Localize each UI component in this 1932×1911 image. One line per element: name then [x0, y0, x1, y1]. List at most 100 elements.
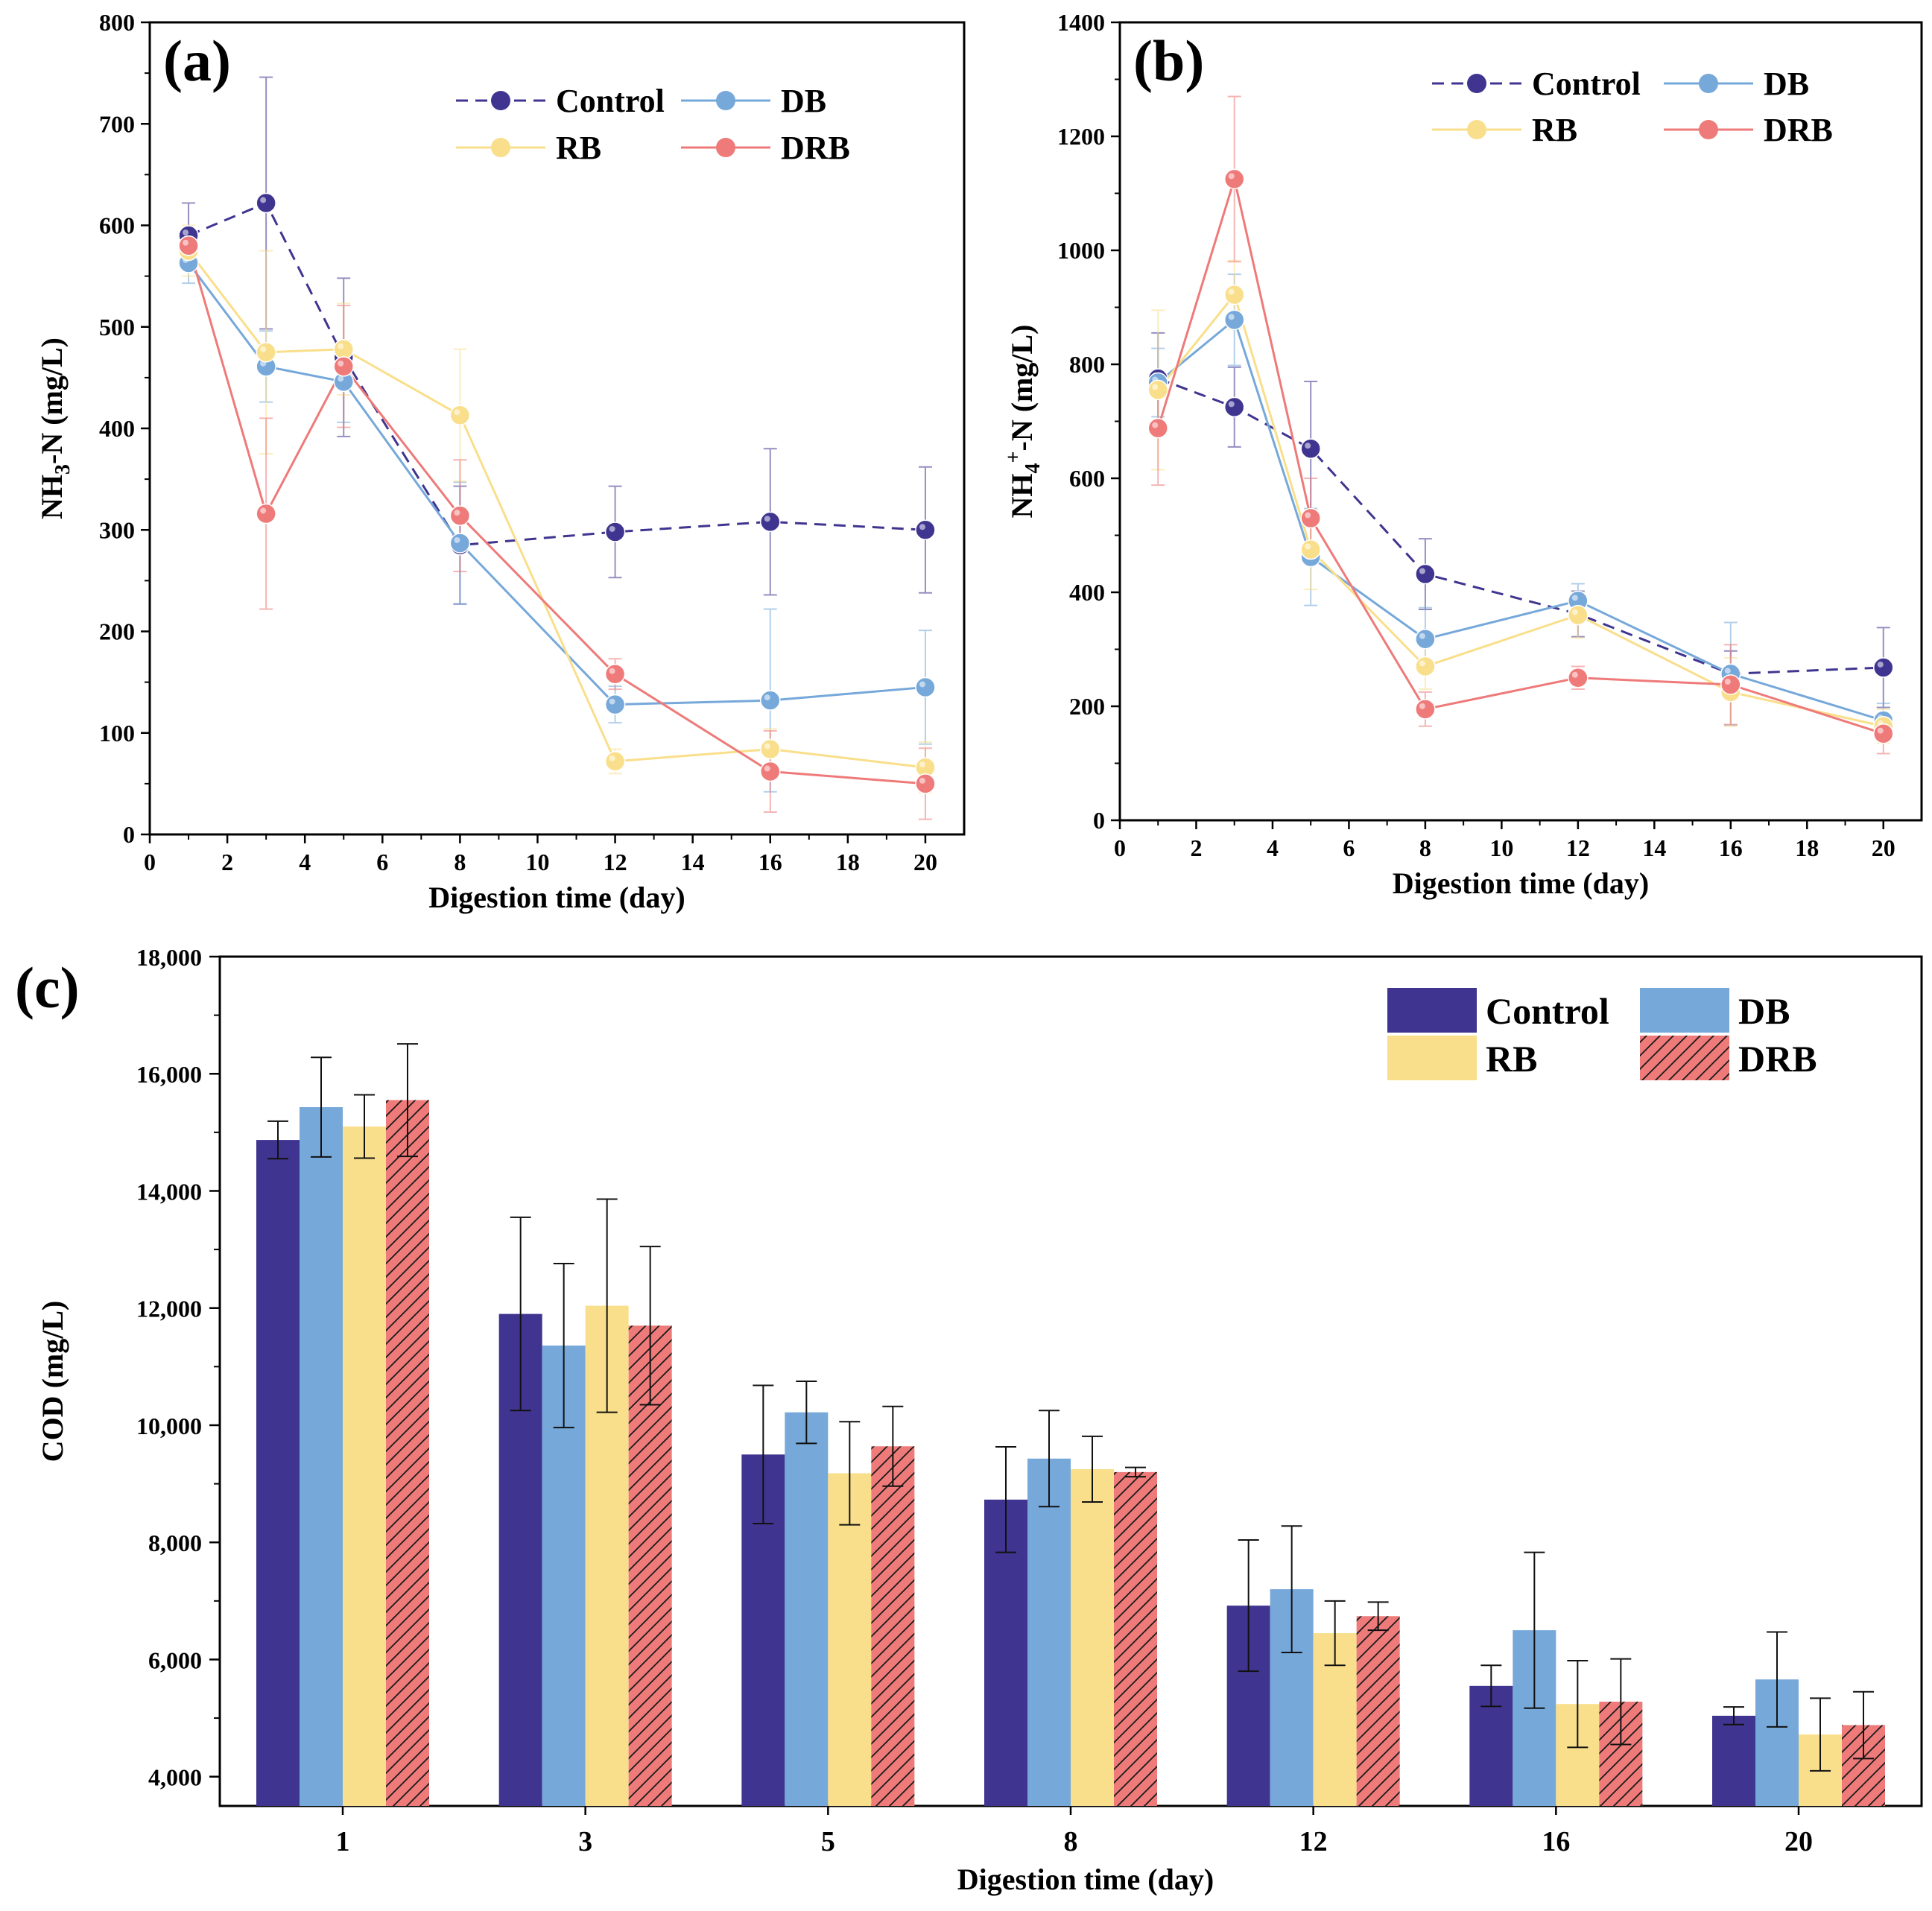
data-point-drb — [333, 356, 354, 377]
data-point-control — [1223, 396, 1245, 418]
data-point-highlight — [1571, 609, 1578, 615]
x-axis-title: Digestion time (day) — [1393, 866, 1649, 900]
legend-label-control: Control — [1486, 990, 1609, 1032]
x-tick-label: 0 — [144, 849, 156, 875]
legend-marker-drb — [716, 138, 735, 157]
legend-label-rb: RB — [556, 130, 601, 166]
data-point-highlight — [1724, 668, 1731, 674]
data-point-control — [604, 522, 626, 542]
data-point-rb — [1568, 604, 1589, 626]
data-point-drb — [760, 761, 781, 782]
y-tick-label: 12,000 — [136, 1296, 202, 1322]
x-tick-label: 2 — [221, 849, 233, 875]
y-tick-label: 600 — [1069, 465, 1105, 492]
data-point-drb — [1415, 699, 1436, 720]
y-tick-label: 800 — [99, 9, 135, 36]
x-tick-label: 14 — [681, 849, 705, 875]
legend-label-rb: RB — [1532, 112, 1577, 148]
legend-swatch-rb — [1387, 1036, 1477, 1080]
legend-swatch-db — [1640, 988, 1729, 1033]
panel-b-nh4-chart: 0 2 4 6 8 10 12 14 16 18 2002004006008001000120014… — [1002, 9, 1923, 900]
panel-c-cod-chart: 4,000 6,000 8,000 10,000 12,000 14,000 16,000 1… — [15, 944, 1923, 1896]
x-tick-label: 3 — [578, 1826, 592, 1857]
x-tick-label: 12 — [1299, 1826, 1328, 1857]
data-point-highlight — [338, 343, 344, 349]
data-point-rb — [1147, 379, 1168, 401]
y-tick-label: 18,000 — [136, 944, 202, 971]
bar-rb — [343, 1126, 386, 1806]
data-point-highlight — [1419, 660, 1425, 667]
x-tick-label: 18 — [836, 849, 860, 875]
data-point-rb — [1415, 656, 1436, 677]
y-axis-title-part: -N (mg/L) — [1005, 325, 1039, 451]
data-point-highlight — [183, 229, 189, 236]
series-line-control — [188, 201, 926, 547]
data-point-highlight — [1228, 173, 1235, 180]
legend-label-db: DB — [1738, 990, 1790, 1032]
y-axis-title: NH4+-N (mg/L) — [1002, 325, 1045, 519]
data-point-highlight — [609, 698, 615, 705]
data-point-drb — [915, 773, 936, 794]
data-point-highlight — [1152, 422, 1159, 428]
y-tick-label: 4,000 — [148, 1764, 202, 1791]
y-axis-title-part: 3 — [51, 464, 75, 475]
y-tick-label: 500 — [99, 314, 135, 340]
legend-marker-control — [491, 91, 510, 110]
y-axis-title: COD (mg/L) — [36, 1301, 69, 1462]
x-tick-label: 6 — [1343, 834, 1355, 861]
x-axis-title: Digestion time (day) — [428, 881, 685, 914]
x-tick-label: 2 — [1190, 834, 1202, 861]
y-tick-label: 1400 — [1057, 9, 1105, 36]
legend-marker-rb — [491, 138, 510, 157]
data-point-db — [760, 690, 781, 711]
data-point-highlight — [1419, 633, 1425, 639]
bar-control — [256, 1140, 300, 1806]
series-line-drb — [187, 245, 926, 785]
data-point-highlight — [1419, 568, 1425, 574]
data-point-highlight — [609, 755, 615, 761]
x-tick-label: 8 — [1064, 1826, 1078, 1857]
bar-drb — [628, 1325, 672, 1806]
y-axis-title-part: NH — [35, 475, 69, 519]
data-point-control — [760, 511, 781, 533]
x-tick-label: 4 — [299, 849, 311, 875]
data-point-control — [1873, 657, 1894, 678]
x-tick-label: 0 — [1114, 834, 1126, 861]
y-axis-title-part: -N (mg/L) — [35, 337, 69, 464]
x-tick-label: 6 — [376, 849, 388, 875]
data-point-drb — [178, 235, 199, 256]
y-axis-title-part: 4 — [1022, 463, 1045, 473]
series-line-rb — [187, 250, 926, 769]
x-tick-label: 10 — [1489, 834, 1513, 861]
data-point-highlight — [1305, 543, 1311, 550]
bar-drb — [1356, 1616, 1400, 1806]
data-point-rb — [604, 751, 626, 772]
data-point-highlight — [1571, 595, 1578, 601]
data-point-highlight — [609, 525, 615, 532]
data-point-highlight — [919, 777, 925, 784]
legend-label-db: DB — [1764, 66, 1809, 102]
y-tick-label: 400 — [99, 415, 135, 442]
x-tick-label: 1 — [336, 1826, 350, 1857]
x-tick-label: 20 — [1872, 834, 1895, 861]
x-axis-title: Digestion time (day) — [957, 1863, 1214, 1896]
data-point-db — [1415, 628, 1436, 650]
x-tick-label: 12 — [1566, 834, 1590, 861]
data-point-rb — [1223, 284, 1245, 305]
legend: Control DB RB DRB — [456, 83, 850, 166]
legend-marker-db — [716, 91, 735, 110]
legend-swatch-control — [1387, 988, 1477, 1033]
data-point-db — [1223, 309, 1245, 331]
bar-drb — [871, 1446, 915, 1806]
data-point-highlight — [1305, 443, 1311, 449]
x-tick-label: 8 — [1419, 834, 1431, 861]
legend-swatch-drb — [1640, 1036, 1729, 1080]
y-tick-label: 800 — [1069, 351, 1105, 378]
legend-label-db: DB — [781, 83, 826, 119]
data-point-highlight — [919, 681, 925, 688]
data-point-rb — [333, 338, 354, 360]
y-tick-label: 16,000 — [136, 1061, 202, 1088]
y-tick-label: 300 — [99, 516, 135, 543]
y-axis-title: NH3-N (mg/L) — [35, 337, 75, 519]
